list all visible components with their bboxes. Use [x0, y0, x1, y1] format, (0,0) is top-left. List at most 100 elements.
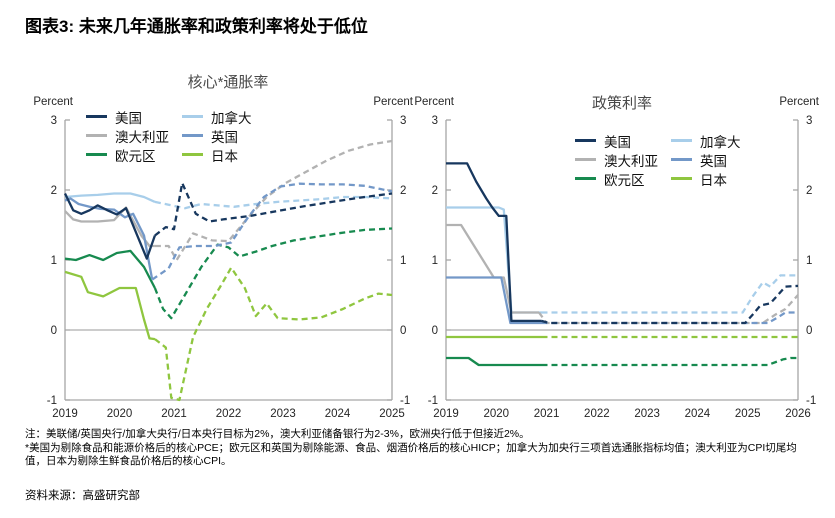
- legend-label-加拿大: 加拿大: [700, 134, 741, 150]
- footnote-definitions: *美国为剔除食品和能源价格后的核心PCE；欧元区和英国为剔除能源、食品、烟酒价格…: [25, 441, 797, 468]
- inflation-chart-title: 核心*通胀率: [187, 74, 269, 91]
- y-tick-label-left: 1: [51, 255, 57, 267]
- y-tick-label-left: -1: [47, 395, 57, 407]
- x-tick-label: 2019: [433, 408, 459, 420]
- y-tick-label-right: 1: [400, 255, 406, 267]
- series-line-日本-forecast: [154, 266, 393, 402]
- y-tick-label-right: 3: [806, 115, 812, 127]
- y-tick-label-left: 1: [432, 255, 438, 267]
- legend-item-美国: 美国: [86, 107, 169, 126]
- series-line-英国-history: [446, 276, 542, 325]
- inflation-plot: -1 -1 0 0 1 1 2 2 3 3 2019 2020 2021 2022 2023 2024 2025…: [33, 96, 413, 420]
- legend-label-欧元区: 欧元区: [604, 172, 645, 188]
- y-axis-title-left: Percent: [414, 96, 454, 108]
- series-line-澳大利亚-forecast: [538, 294, 799, 325]
- x-tick-label: 2020: [483, 408, 509, 420]
- inflation-chart: 核心*通胀率 -1 -1 0 0 1 1 2 2 3 3 2019 2020 2021 2022 2023 2…: [20, 74, 415, 425]
- x-tick-label: 2021: [534, 408, 560, 420]
- legend-item-美国: 美国: [575, 131, 658, 150]
- y-tick-label-left: 0: [432, 325, 438, 337]
- x-tick-label: 2024: [685, 408, 711, 420]
- x-tick-label: 2023: [634, 408, 660, 420]
- legend-item-澳大利亚: 澳大利亚: [86, 126, 169, 145]
- series-line-加拿大-history: [446, 206, 542, 314]
- series-line-美国-history: [446, 162, 542, 323]
- series-line-澳大利亚-forecast: [154, 139, 393, 262]
- legend-item-加拿大: 加拿大: [671, 131, 741, 150]
- legend-item-日本: 日本: [671, 169, 741, 188]
- x-tick-label: 2025: [379, 408, 405, 420]
- legend-item-欧元区: 欧元区: [575, 169, 658, 188]
- x-tick-label: 2024: [325, 408, 351, 420]
- x-tick-label: 2022: [216, 408, 242, 420]
- x-tick-label: 2022: [584, 408, 610, 420]
- legend-item-日本: 日本: [182, 145, 252, 164]
- legend-label-英国: 英国: [211, 129, 238, 145]
- legend-label-英国: 英国: [700, 153, 727, 169]
- legend-item-英国: 英国: [671, 150, 741, 169]
- legend-swatch-加拿大: [671, 138, 692, 143]
- y-tick-label-right: 0: [400, 325, 406, 337]
- legend-label-欧元区: 欧元区: [115, 148, 156, 164]
- x-tick-label: 2020: [107, 408, 133, 420]
- y-tick-label-left: 3: [51, 115, 57, 127]
- y-tick-label-right: -1: [806, 395, 816, 407]
- y-tick-label-right: -1: [400, 395, 410, 407]
- series-line-美国-forecast: [154, 181, 393, 237]
- legend-swatch-澳大利亚: [575, 157, 596, 162]
- y-axis-title-left: Percent: [33, 96, 73, 108]
- policy-rate-chart: 政策利率 -1 -1 0 0 1 1 2 2 3 3 2019 2020 2021 2022 2023 202…: [414, 80, 835, 425]
- series-line-英国-forecast: [541, 311, 798, 325]
- legend-item-澳大利亚: 澳大利亚: [575, 150, 658, 169]
- legend-label-澳大利亚: 澳大利亚: [115, 129, 169, 145]
- legend-label-澳大利亚: 澳大利亚: [604, 153, 658, 169]
- policy-rate-chart-title: 政策利率: [591, 95, 653, 112]
- series-line-欧元区-forecast: [153, 227, 393, 320]
- legend-swatch-日本: [182, 152, 203, 157]
- legend-label-日本: 日本: [700, 172, 727, 188]
- legend-swatch-澳大利亚: [86, 133, 107, 138]
- legend-swatch-日本: [671, 176, 692, 181]
- series-line-加拿大-history: [64, 192, 156, 203]
- series-line-欧元区-history: [446, 356, 542, 367]
- series-line-欧元区-forecast: [541, 356, 798, 367]
- legend-label-美国: 美国: [604, 134, 631, 150]
- x-tick-label: 2019: [52, 408, 78, 420]
- legend-swatch-加拿大: [182, 114, 203, 119]
- legend-item-加拿大: 加拿大: [182, 107, 252, 126]
- y-axis-title-right: Percent: [373, 96, 413, 108]
- y-tick-label-left: 3: [432, 115, 438, 127]
- series-line-澳大利亚-history: [64, 206, 155, 248]
- legend-item-欧元区: 欧元区: [86, 145, 169, 164]
- y-axis-title-right: Percent: [779, 96, 819, 108]
- legend-label-日本: 日本: [211, 148, 238, 164]
- series-line-加拿大-forecast: [154, 195, 393, 210]
- legend-label-加拿大: 加拿大: [211, 110, 252, 126]
- y-tick-label-right: 0: [806, 325, 812, 337]
- x-tick-label: 2025: [735, 408, 761, 420]
- legend-swatch-欧元区: [575, 176, 596, 181]
- series-line-日本-history: [64, 270, 156, 341]
- footnotes: 注：美联储/英国央行/加拿大央行/日本央行目标为2%，澳大利亚储备银行为2-3%…: [25, 428, 813, 469]
- series-line-欧元区-history: [64, 249, 156, 289]
- y-tick-label-right: 1: [806, 255, 812, 267]
- series-line-美国-forecast: [541, 284, 799, 325]
- source-line: 资料来源：高盛研究部: [25, 490, 140, 502]
- legend-swatch-英国: [182, 133, 203, 138]
- legend-swatch-美国: [86, 114, 107, 119]
- y-tick-label-right: 2: [806, 185, 812, 197]
- series-line-英国-forecast: [151, 182, 393, 281]
- legend-swatch-欧元区: [86, 152, 107, 157]
- x-tick-label: 2021: [161, 408, 187, 420]
- legend-label-美国: 美国: [115, 110, 142, 126]
- legend-swatch-英国: [671, 157, 692, 162]
- series-line-加拿大-forecast: [541, 274, 798, 314]
- series-line-澳大利亚-history: [446, 223, 539, 314]
- x-tick-label: 2026: [785, 408, 811, 420]
- x-tick-label: 2023: [270, 408, 296, 420]
- legend-swatch-美国: [575, 138, 596, 143]
- legend-item-英国: 英国: [182, 126, 252, 145]
- footnote-targets: 注：美联储/英国央行/加拿大央行/日本央行目标为2%，澳大利亚储备银行为2-3%…: [25, 428, 530, 440]
- y-tick-label-left: -1: [428, 395, 438, 407]
